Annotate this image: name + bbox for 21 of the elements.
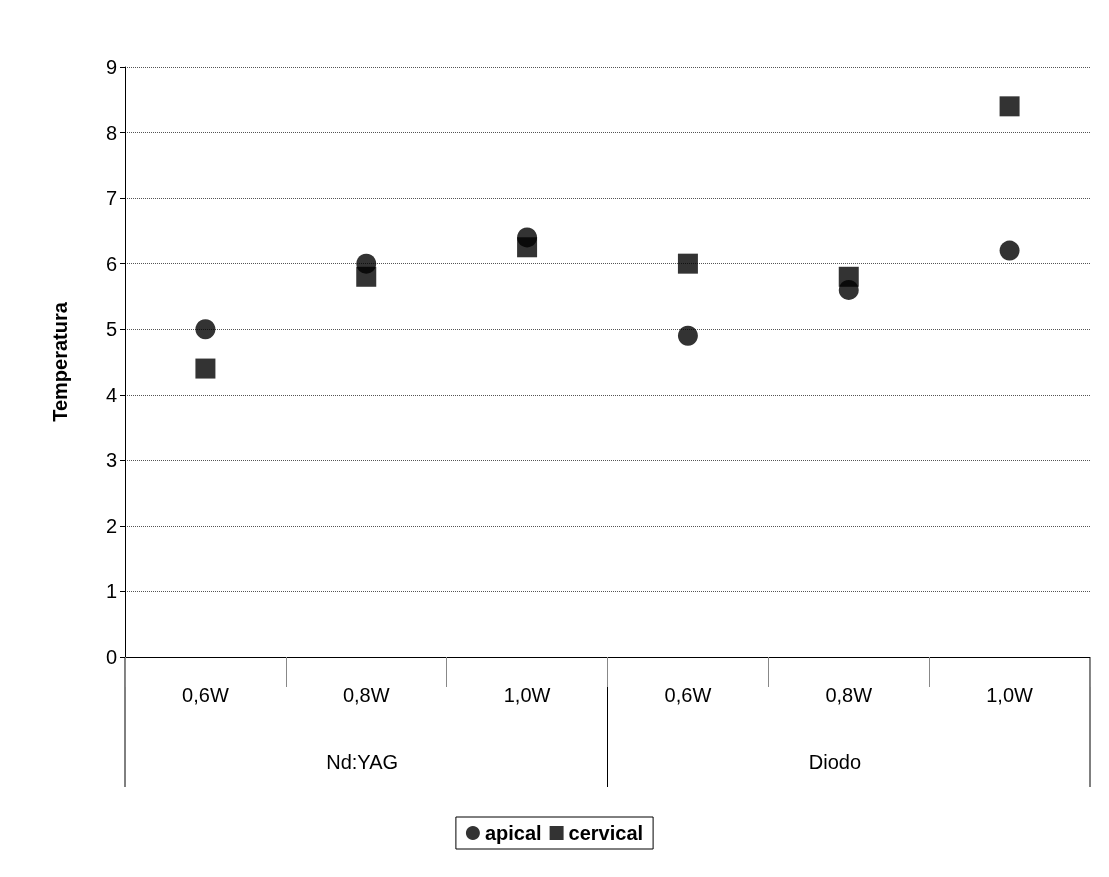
text: Diodo: [808, 751, 862, 773]
x-tick-label: 0,8W: [825, 684, 873, 706]
x-tick-label: 0,6W: [182, 684, 229, 706]
y-axis-title: Temperatura: [49, 301, 71, 422]
y-tick-label: 8: [105, 121, 117, 144]
x-tick-label: 0,6W: [664, 684, 712, 706]
y-tick-label: 1: [105, 580, 117, 603]
x-tick-label: 1,0W: [503, 684, 551, 706]
y-tick-label: 9: [105, 56, 117, 78]
legend-label: cervical: [568, 822, 644, 844]
y-tick-label: 0: [105, 646, 117, 668]
y-tick-label: 2: [105, 514, 117, 537]
y-tick-label: 4: [105, 383, 117, 406]
y-tick-label: 6: [105, 252, 117, 275]
y-tick-label: 7: [105, 187, 117, 210]
legend-label: apical: [484, 822, 542, 844]
y-tick-label: 3: [105, 449, 117, 472]
text: Nd:YAG: [326, 751, 399, 773]
x-tick-label: 0,8W: [342, 684, 390, 706]
x-tick-label: 1,0W: [986, 684, 1034, 706]
y-tick-label: 5: [105, 318, 117, 341]
